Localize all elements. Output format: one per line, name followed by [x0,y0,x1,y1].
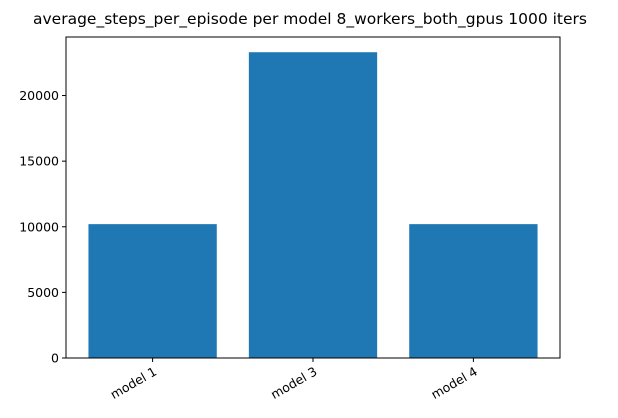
y-tick-label: 15000 [19,154,59,169]
y-tick-label: 10000 [19,219,59,234]
y-tick-label: 5000 [27,285,59,300]
bar-model-1 [88,224,217,358]
x-tick-label: model 3 [268,364,320,402]
y-tick-label: 0 [51,351,59,366]
bar-model-4 [409,224,538,358]
x-tick-label: model 4 [428,364,480,402]
x-tick-label: model 1 [108,364,160,402]
chart-title: average_steps_per_episode per model 8_wo… [33,10,587,29]
bar-model-3 [248,52,378,359]
bars-group [88,52,538,359]
x-axis: model 1 model 3 model 4 [108,358,480,402]
plot-frame [65,36,561,359]
y-tick-label: 20000 [19,88,59,103]
y-axis: 0 5000 10000 15000 20000 [19,88,66,366]
